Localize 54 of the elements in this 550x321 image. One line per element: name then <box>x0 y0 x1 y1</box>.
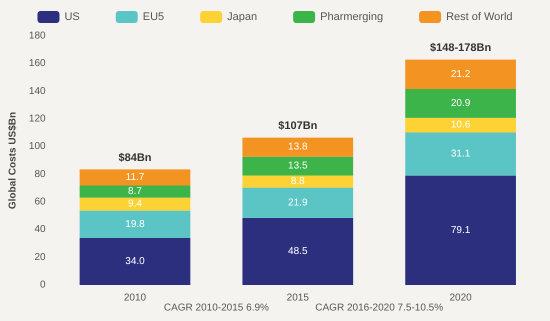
x-tick-label: 2010 <box>124 292 147 304</box>
y-tick-label: 60 <box>34 196 46 208</box>
bar <box>405 88 516 118</box>
data-label: 13.5 <box>288 160 308 172</box>
y-tick-label: 160 <box>28 58 46 70</box>
total-label: $84Bn <box>118 152 152 164</box>
data-label: 21.9 <box>288 197 308 208</box>
bar <box>242 188 354 218</box>
data-label: 13.8 <box>288 142 308 153</box>
data-label: 20.9 <box>450 98 471 109</box>
y-axis-title: Global Costs US$Bn <box>8 112 18 210</box>
bar <box>80 238 190 285</box>
data-label: 11.7 <box>126 172 145 183</box>
bar <box>80 198 190 211</box>
y-tick-label: 40 <box>34 224 46 236</box>
bar <box>405 132 516 176</box>
data-label: 10.6 <box>450 120 471 131</box>
y-tick-label: 80 <box>34 168 46 180</box>
data-label: 21.2 <box>450 68 471 80</box>
legend-label: US <box>64 11 80 23</box>
text: CAGR 2016-2020 7.5-10.5% <box>315 302 444 314</box>
data-label: 19.8 <box>125 218 146 230</box>
legend-label: Japan <box>227 11 258 23</box>
data-label: 8.8 <box>290 176 306 188</box>
bar <box>242 218 354 285</box>
data-label: 79.1 <box>450 224 471 236</box>
legend-label: EU5 <box>142 11 164 23</box>
x-tick-label: 2020 <box>449 292 472 304</box>
bar <box>405 60 516 89</box>
legend-label: Rest of World <box>446 11 513 23</box>
y-tick-label: 0 <box>40 280 46 290</box>
bar <box>405 176 516 285</box>
bar <box>242 175 354 188</box>
bar <box>80 186 190 198</box>
text: CAGR 2010-2015 6.9% <box>164 302 270 314</box>
data-label: 31.1 <box>450 148 471 160</box>
legend-label: Pharmerging <box>320 11 384 23</box>
bar <box>80 169 190 186</box>
y-tick-label: 100 <box>28 141 46 152</box>
total-label: $107Bn <box>278 120 318 132</box>
bar <box>242 138 354 157</box>
bar <box>405 118 516 133</box>
y-tick-label: 140 <box>28 86 46 97</box>
total-label: $148-178Bn <box>430 42 492 54</box>
x-tick-label: 2015 <box>286 292 310 304</box>
y-tick-label: 180 <box>28 30 46 42</box>
data-label: 9.4 <box>128 198 142 210</box>
data-label: 48.5 <box>288 246 308 257</box>
bar <box>242 156 354 176</box>
bar <box>80 210 190 238</box>
y-tick-label: 120 <box>28 114 46 124</box>
data-label: 34.0 <box>125 256 146 267</box>
data-label: 8.7 <box>128 186 142 198</box>
y-tick-label: 20 <box>34 252 46 263</box>
